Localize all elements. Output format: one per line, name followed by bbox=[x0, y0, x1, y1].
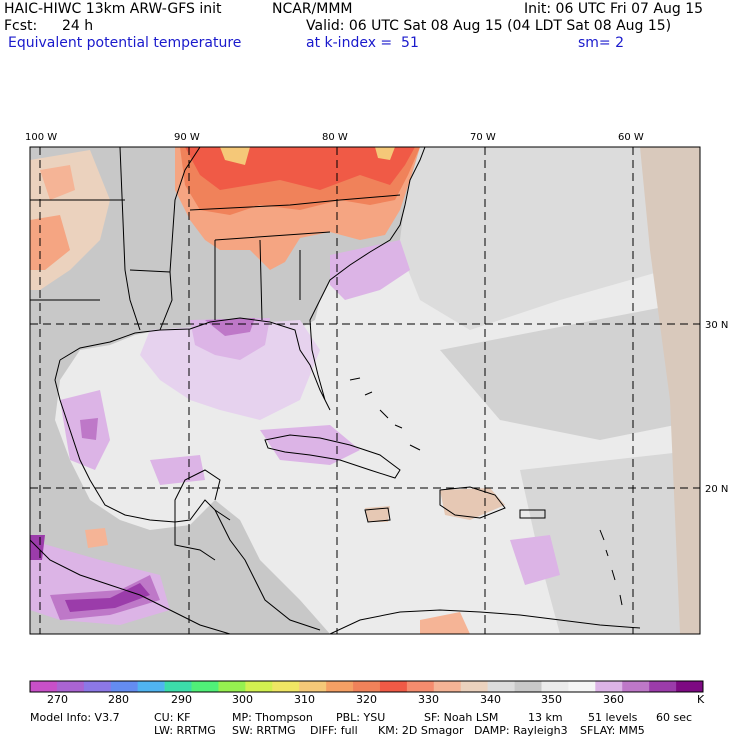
footer-timestep: 60 sec bbox=[656, 711, 693, 724]
lon-label-90w: 90 W bbox=[174, 132, 200, 143]
texas-salmon-2 bbox=[40, 165, 75, 200]
atlantic-gray-band-3 bbox=[520, 450, 700, 634]
colorbar-label-280: 280 bbox=[108, 693, 129, 706]
footer-diff: DIFF: full bbox=[310, 724, 358, 737]
gulf-purple bbox=[205, 318, 255, 336]
org-label: NCAR/MMM bbox=[272, 1, 353, 17]
map-frame bbox=[29, 146, 701, 635]
hispaniola-tan bbox=[440, 488, 505, 520]
colorbar-label-360: 360 bbox=[603, 693, 624, 706]
warm-spot-yellow bbox=[220, 147, 250, 165]
atlantic-gray-band bbox=[400, 147, 700, 330]
colorbar-label-350: 350 bbox=[541, 693, 562, 706]
footer-sflay: SFLAY: MM5 bbox=[580, 724, 645, 737]
east-tan-band bbox=[640, 147, 700, 634]
footer-damp: DAMP: Rayleigh3 bbox=[474, 724, 568, 737]
cuba-lavender bbox=[260, 425, 360, 465]
colorbar-label-320: 320 bbox=[356, 693, 377, 706]
colorbar-label-310: 310 bbox=[294, 693, 315, 706]
yucatan-lavender bbox=[150, 455, 205, 485]
smooth-label: sm= 2 bbox=[578, 35, 625, 51]
footer-cu: CU: KF bbox=[154, 711, 191, 724]
gulf-lavender-light bbox=[140, 320, 320, 420]
map-field bbox=[30, 147, 700, 634]
footer-lw: LW: RRTMG bbox=[154, 724, 216, 737]
colorbar-label-290: 290 bbox=[171, 693, 192, 706]
footer-sw: SW: RRTMG bbox=[232, 724, 296, 737]
footer-pbl: PBL: YSU bbox=[336, 711, 386, 724]
footer-resolution: 13 km bbox=[528, 711, 563, 724]
field-name: Equivalent potential temperature bbox=[8, 35, 242, 51]
colorbar-label-330: 330 bbox=[418, 693, 439, 706]
colorbar-label-270: 270 bbox=[47, 693, 68, 706]
colorbar-label-300: 300 bbox=[232, 693, 253, 706]
land-base bbox=[30, 147, 420, 634]
model-title: HAIC-HIWC 13km ARW-GFS init bbox=[4, 1, 222, 17]
footer-model-info: Model Info: V3.7 bbox=[30, 711, 120, 724]
fcst-label: Fcst: bbox=[4, 18, 38, 34]
coastlines bbox=[30, 147, 641, 634]
lat-label-30n: 30 N bbox=[705, 320, 728, 331]
lat-label-20n: 20 N bbox=[705, 484, 728, 495]
lon-label-100w: 100 W bbox=[25, 132, 57, 143]
colorbar-label-340: 340 bbox=[480, 693, 501, 706]
atlantic-gray-band-2 bbox=[440, 300, 700, 440]
footer-mp: MP: Thompson bbox=[232, 711, 313, 724]
init-time: Init: 06 UTC Fri 07 Aug 15 bbox=[524, 1, 704, 17]
jamaica-tan bbox=[365, 506, 390, 522]
graticule bbox=[30, 147, 700, 634]
mexico-salmon bbox=[85, 528, 108, 548]
pacific-dark-purple bbox=[65, 583, 150, 612]
footer-sf: SF: Noah LSM bbox=[424, 711, 499, 724]
footer-km: KM: 2D Smagor bbox=[378, 724, 464, 737]
warm-spot-yellow-2 bbox=[375, 147, 395, 160]
lon-label-80w: 80 W bbox=[322, 132, 348, 143]
fcst-value: 24 h bbox=[62, 18, 94, 34]
mexico-purple bbox=[80, 418, 98, 440]
level-label: at k-index = 51 bbox=[306, 35, 419, 51]
lon-label-60w: 60 W bbox=[618, 132, 644, 143]
footer-levels: 51 levels bbox=[588, 711, 638, 724]
lon-label-70w: 70 W bbox=[470, 132, 496, 143]
valid-time: Valid: 06 UTC Sat 08 Aug 15 (04 LDT Sat … bbox=[306, 18, 672, 34]
carolina-lavender bbox=[330, 240, 410, 300]
colorbar-unit: K bbox=[697, 693, 705, 706]
venezuela-salmon bbox=[420, 612, 470, 634]
atlantic-lavender bbox=[510, 535, 560, 585]
